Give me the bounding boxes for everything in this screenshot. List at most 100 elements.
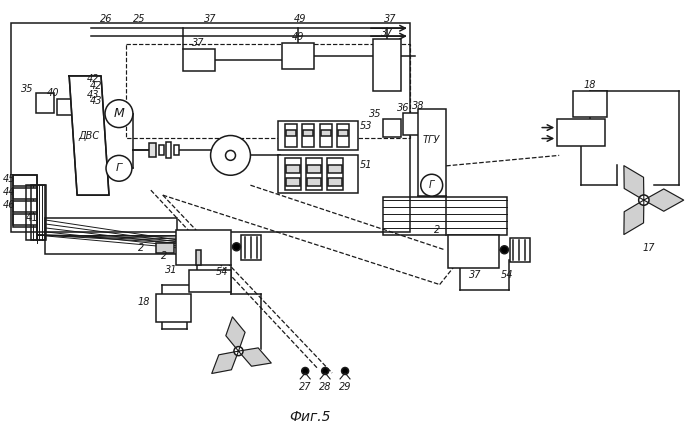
Bar	[418, 109, 446, 196]
Bar	[327, 158, 343, 190]
Circle shape	[105, 100, 133, 128]
Bar	[320, 123, 332, 147]
Text: 35: 35	[369, 109, 382, 119]
Text: Г: Г	[429, 180, 435, 190]
Bar	[373, 39, 401, 91]
Text: 17: 17	[643, 243, 655, 253]
Text: 46: 46	[4, 200, 15, 210]
Bar	[447, 235, 499, 267]
Polygon shape	[624, 166, 644, 200]
Text: 37: 37	[384, 14, 396, 24]
Bar	[241, 235, 261, 260]
Polygon shape	[644, 189, 684, 211]
Bar	[402, 113, 419, 135]
Bar	[149, 144, 156, 157]
Text: 43: 43	[90, 96, 102, 106]
Circle shape	[321, 368, 328, 375]
Text: 44: 44	[4, 187, 15, 197]
Text: 2: 2	[161, 251, 167, 261]
Bar	[510, 238, 531, 262]
Text: 42: 42	[90, 81, 102, 91]
Polygon shape	[69, 76, 109, 195]
Bar	[183, 49, 215, 71]
Text: 35: 35	[21, 84, 34, 94]
Bar	[307, 178, 321, 186]
Bar	[57, 99, 73, 115]
Circle shape	[500, 246, 508, 254]
Text: 2: 2	[433, 225, 440, 235]
Bar	[307, 165, 321, 173]
Text: 18: 18	[584, 80, 596, 90]
Bar	[573, 91, 607, 117]
Bar	[282, 43, 314, 69]
Text: 49: 49	[294, 14, 307, 24]
Text: 18: 18	[138, 298, 150, 307]
Bar	[13, 214, 37, 225]
Bar	[383, 119, 401, 136]
Circle shape	[302, 368, 309, 375]
Text: 37: 37	[381, 28, 393, 38]
Text: М: М	[113, 107, 125, 120]
Text: 49: 49	[292, 32, 304, 42]
Polygon shape	[239, 348, 271, 366]
Bar	[286, 129, 296, 135]
Bar	[32, 185, 46, 240]
Bar	[279, 155, 358, 193]
Bar	[303, 129, 313, 135]
Text: 26: 26	[100, 14, 112, 24]
Text: 41: 41	[25, 213, 37, 223]
Bar	[13, 175, 37, 227]
Bar	[279, 120, 358, 150]
Bar	[338, 129, 348, 135]
Bar	[286, 178, 300, 186]
Circle shape	[421, 174, 442, 196]
Bar	[13, 188, 37, 199]
Bar	[159, 145, 164, 155]
Text: 37: 37	[193, 38, 205, 48]
Bar	[286, 158, 301, 190]
Text: 40: 40	[47, 88, 60, 98]
Bar	[383, 197, 508, 235]
Text: 42: 42	[87, 74, 99, 84]
Bar	[306, 158, 322, 190]
Circle shape	[106, 155, 132, 181]
Text: 36: 36	[397, 103, 409, 113]
Bar	[328, 165, 342, 173]
Bar	[126, 44, 410, 138]
Bar	[13, 201, 37, 212]
Bar	[286, 123, 298, 147]
Circle shape	[234, 347, 243, 356]
Bar	[189, 270, 230, 292]
Bar	[321, 129, 331, 135]
Bar	[156, 295, 190, 322]
Text: 28: 28	[319, 382, 331, 392]
Text: ТГУ: ТГУ	[423, 135, 440, 145]
Text: 43: 43	[87, 90, 99, 100]
Bar	[11, 23, 409, 232]
Text: Фиг.5: Фиг.5	[289, 410, 331, 424]
Text: 53: 53	[360, 120, 372, 131]
Bar	[46, 218, 176, 254]
Text: 2: 2	[138, 243, 144, 253]
Text: 38: 38	[412, 101, 424, 111]
Text: 54: 54	[216, 267, 229, 276]
Circle shape	[225, 150, 235, 160]
Circle shape	[211, 135, 251, 175]
Text: 27: 27	[299, 382, 312, 392]
Text: 25: 25	[132, 14, 145, 24]
Text: 45: 45	[4, 174, 15, 184]
Bar	[36, 93, 54, 113]
Circle shape	[342, 368, 349, 375]
Bar	[286, 165, 300, 173]
Bar	[166, 142, 171, 158]
Bar	[557, 119, 605, 147]
Text: 31: 31	[164, 264, 177, 275]
Text: 29: 29	[339, 382, 351, 392]
Bar	[27, 185, 46, 240]
Polygon shape	[212, 351, 239, 374]
Polygon shape	[624, 200, 644, 234]
Text: 51: 51	[360, 160, 372, 170]
Circle shape	[232, 243, 241, 251]
Bar	[156, 243, 174, 253]
Bar	[174, 145, 178, 155]
